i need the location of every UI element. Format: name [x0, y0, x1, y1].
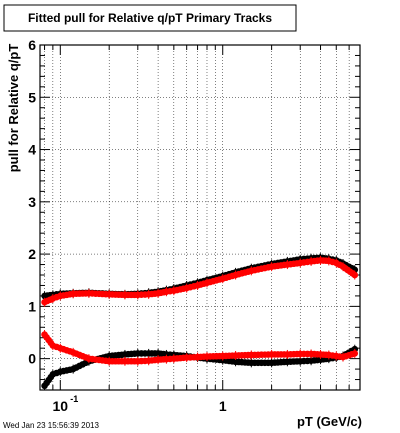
y-tick-label: 5: [28, 89, 36, 105]
plot-frame: [39, 44, 361, 391]
title-frame: [3, 4, 297, 32]
y-axis-label: pull for Relative q/pT: [6, 44, 21, 173]
chart-title: Fitted pull for Relative q/pT Primary Tr…: [28, 11, 272, 25]
plot-area: 0 1 2 3 4 5 6 10 -1 1: [28, 37, 361, 414]
x-tick-label: 10: [53, 398, 69, 414]
x-tick-label: 1: [219, 398, 227, 414]
x-tick-labels: 10 -1 1: [53, 394, 227, 414]
y-tick-labels: 0 1 2 3 4 5 6: [28, 37, 36, 367]
y-tick-label: 1: [28, 298, 36, 314]
x-tick-exponent: -1: [70, 394, 78, 404]
data-markers: [41, 253, 359, 391]
y-tick-label: 4: [28, 142, 36, 158]
y-tick-label: 0: [28, 351, 36, 367]
x-axis-label: pT (GeV/c): [297, 414, 362, 429]
axis-ticks: [40, 44, 361, 390]
grid: [40, 44, 361, 390]
title-box: Fitted pull for Relative q/pT Primary Tr…: [3, 4, 297, 32]
y-tick-label: 2: [28, 246, 36, 262]
timestamp: Wed Jan 23 15:56:39 2013: [3, 421, 99, 430]
y-tick-label: 3: [28, 194, 36, 210]
y-tick-label: 6: [28, 37, 36, 53]
